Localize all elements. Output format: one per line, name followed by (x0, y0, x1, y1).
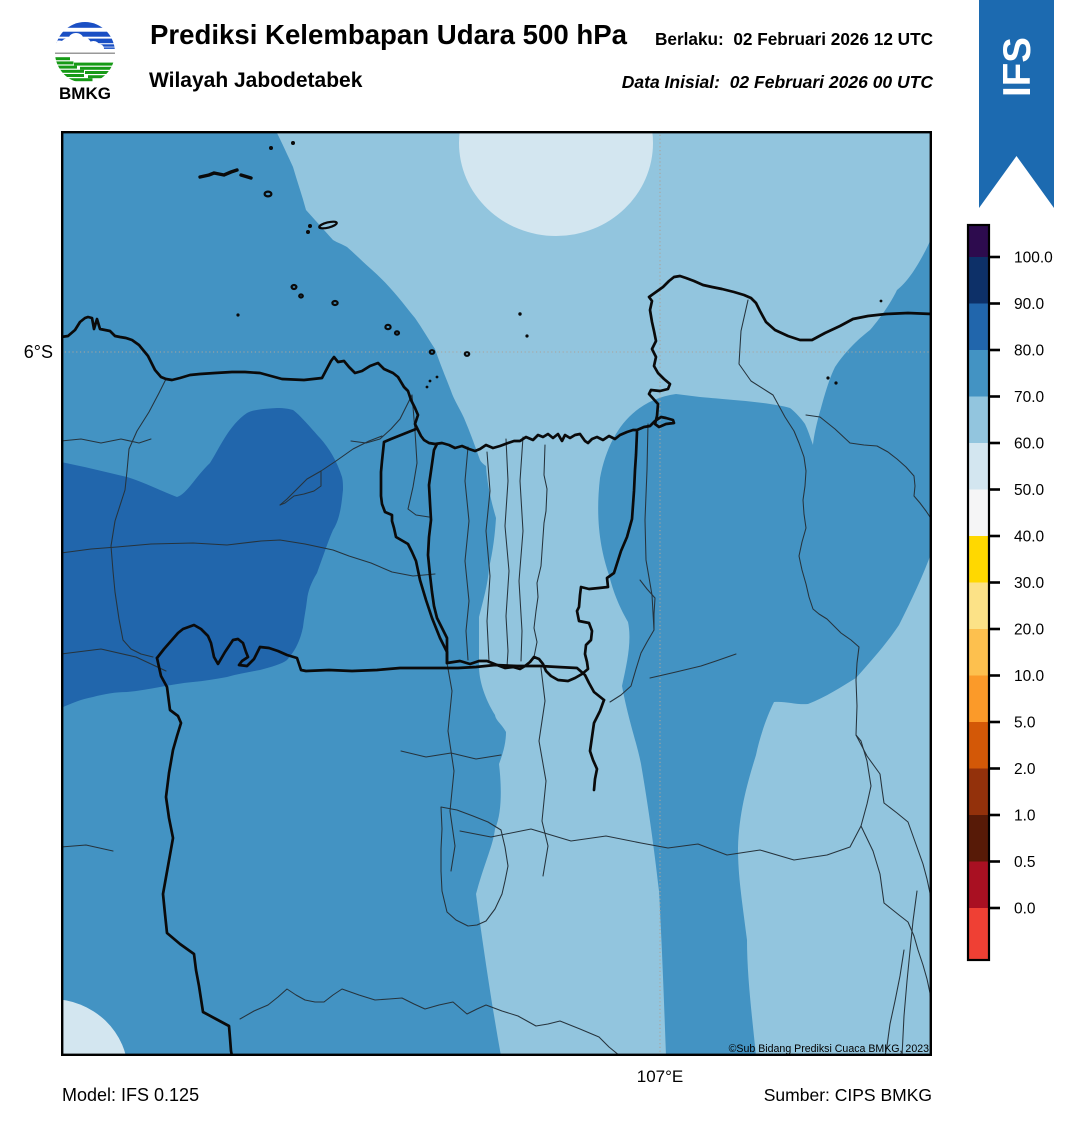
svg-text:40.0: 40.0 (1014, 529, 1045, 546)
svg-text:IFS: IFS (996, 37, 1039, 97)
svg-text:0.5: 0.5 (1014, 854, 1036, 871)
svg-text:5.0: 5.0 (1014, 715, 1036, 732)
svg-text:30.0: 30.0 (1014, 575, 1045, 592)
svg-text:100.0: 100.0 (1014, 250, 1053, 267)
svg-text:10.0: 10.0 (1014, 668, 1045, 685)
svg-text:©Sub Bidang Prediksi Cuaca BMK: ©Sub Bidang Prediksi Cuaca BMKG, 2023 (729, 1043, 929, 1055)
svg-text:50.0: 50.0 (1014, 482, 1045, 499)
svg-text:20.0: 20.0 (1014, 622, 1045, 639)
svg-text:60.0: 60.0 (1014, 436, 1045, 453)
svg-text:90.0: 90.0 (1014, 296, 1045, 313)
svg-text:2.0: 2.0 (1014, 761, 1036, 778)
svg-text:0.0: 0.0 (1014, 901, 1036, 918)
svg-text:80.0: 80.0 (1014, 343, 1045, 360)
svg-text:1.0: 1.0 (1014, 808, 1036, 825)
svg-text:70.0: 70.0 (1014, 389, 1045, 406)
